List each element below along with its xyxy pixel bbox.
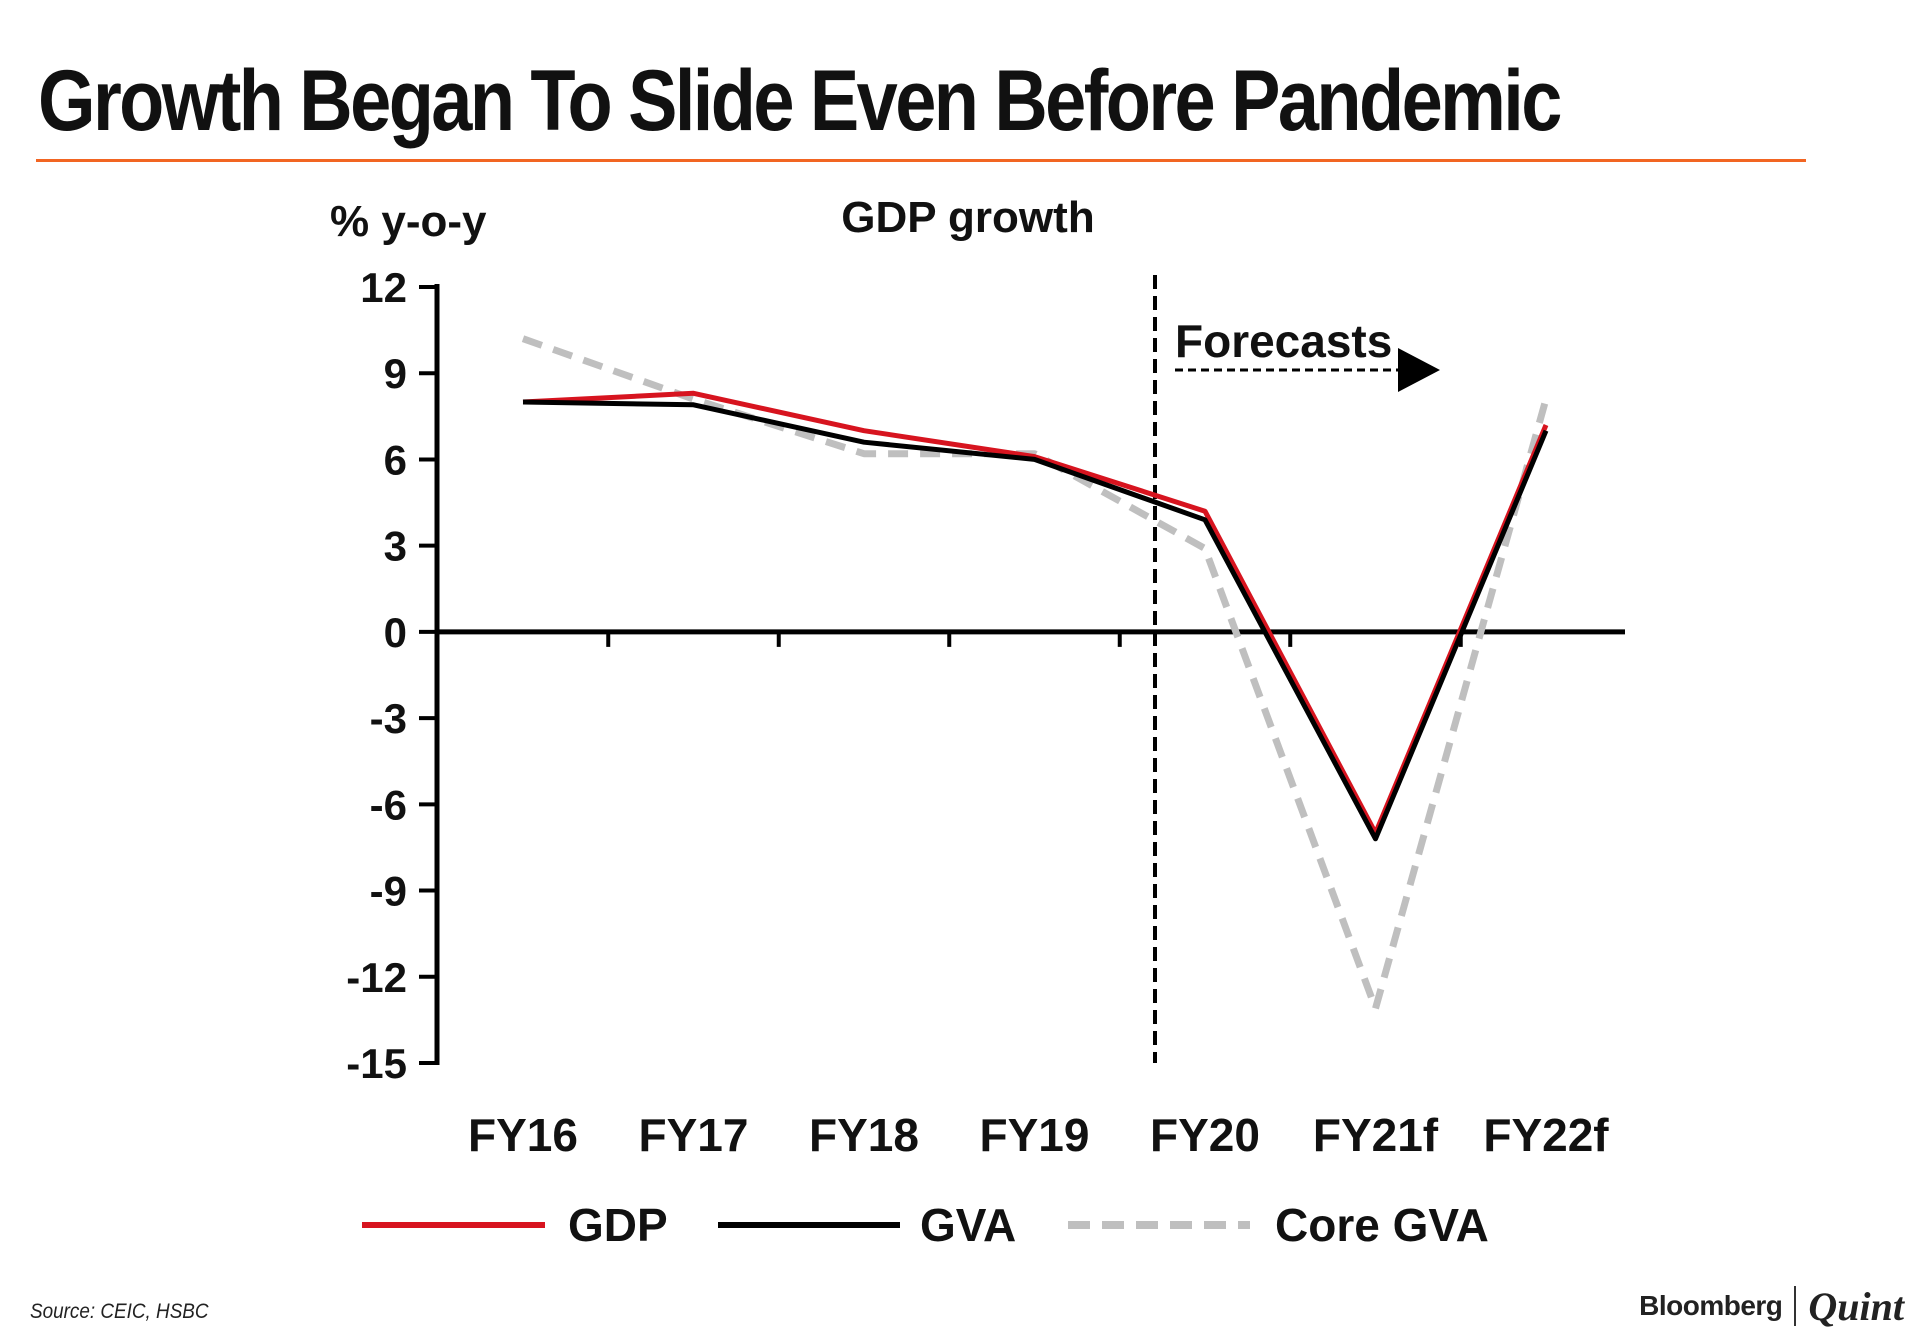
legend-label-gdp: GDP [568,1199,668,1251]
y-tick-label: -3 [370,695,407,742]
forecast-label: Forecasts [1175,315,1392,367]
x-tick-label: FY16 [468,1109,578,1161]
y-tick-label: 6 [384,436,407,483]
x-tick-label: FY18 [809,1109,919,1161]
legend-label-core-gva: Core GVA [1275,1199,1489,1251]
x-tick-label: FY17 [639,1109,749,1161]
y-tick-label: 12 [360,264,407,311]
y-tick-label: -15 [346,1040,407,1087]
series-line-gva [522,399,1549,842]
headline-rule [36,159,1806,162]
legend-label-gva: GVA [920,1199,1016,1251]
series-line-core-gva [521,335,1550,1012]
y-tick-label: -9 [370,868,407,915]
brand-quint: Quint [1808,1283,1904,1329]
brand-bloomberg: Bloomberg [1639,1290,1783,1321]
brand-logo: Bloomberg Quint [1639,1283,1904,1329]
y-tick-label: 0 [384,609,407,656]
y-axis-label: % y-o-y [330,197,487,246]
y-tick-label: -12 [346,954,407,1001]
source-note: Source: CEIC, HSBC [30,1300,209,1323]
legend: GDP GVA Core GVA [362,1199,1489,1251]
y-tick-label: 3 [384,523,407,570]
brand-separator [1794,1286,1797,1326]
chart-title: GDP growth [841,193,1094,242]
y-tick-label: 9 [384,350,407,397]
x-tick-label: FY20 [1150,1109,1260,1161]
y-tick-label: -6 [370,781,407,828]
forecast-arrow-head [1398,348,1440,392]
x-tick-label: FY21f [1313,1109,1439,1161]
chart-headline: Growth Began To Slide Even Before Pandem… [38,53,1562,149]
x-tick-label: FY22f [1483,1109,1609,1161]
x-tick-label: FY19 [980,1109,1090,1161]
plot-area: 12 9 6 3 0 -3 -6 -9 -12 -15 FY16 FY17 FY18 FY19 FY20 FY… [346,264,1625,1161]
